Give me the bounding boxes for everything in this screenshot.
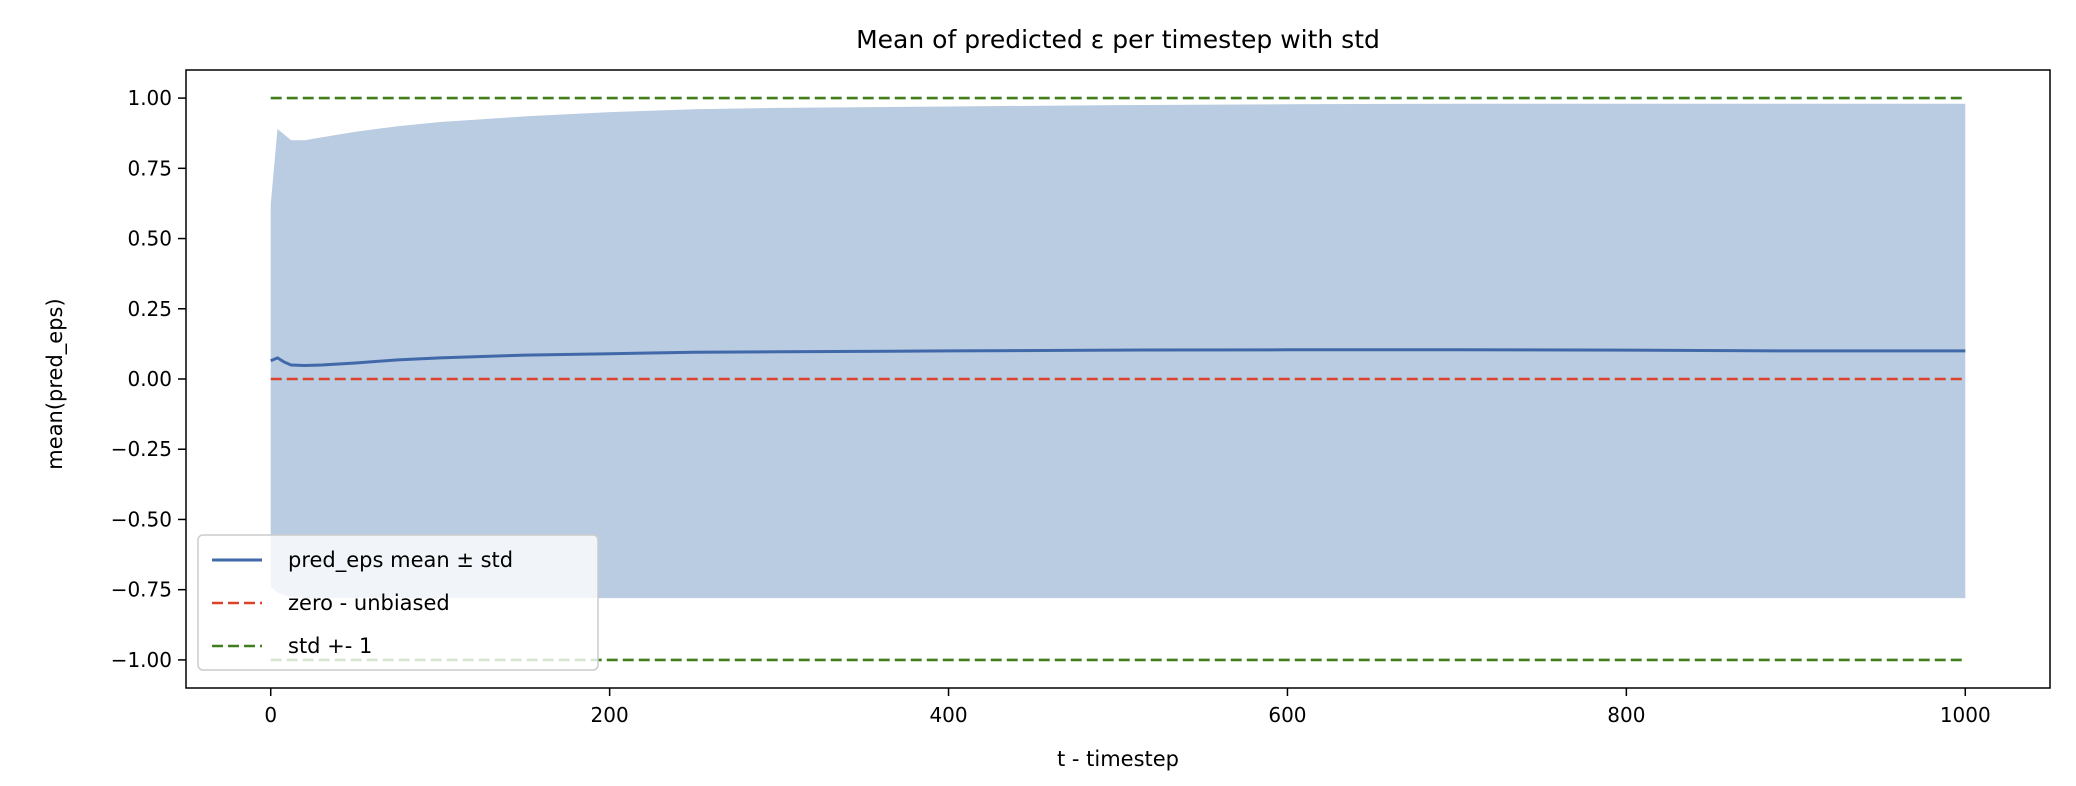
y-axis-label: mean(pred_eps) <box>43 298 68 469</box>
legend-label-mean: pred_eps mean ± std <box>288 548 513 573</box>
y-tick-label: 0.25 <box>127 297 172 321</box>
y-tick-label: 0.75 <box>127 156 172 180</box>
x-tick-label: 200 <box>591 703 629 727</box>
y-tick-label: −1.00 <box>111 648 172 672</box>
x-tick-label: 600 <box>1268 703 1306 727</box>
y-tick-label: −0.25 <box>111 437 172 461</box>
legend: pred_eps mean ± std zero - unbiased std … <box>197 534 599 671</box>
y-tick-label: 0.50 <box>127 227 172 251</box>
y-tick-label: −0.75 <box>111 578 172 602</box>
x-axis-ticks: 0 200 400 600 800 1000 <box>264 688 1991 727</box>
y-tick-label: 0.00 <box>127 367 172 391</box>
x-axis-label: t - timestep <box>1057 747 1179 771</box>
x-tick-label: 400 <box>929 703 967 727</box>
y-tick-label: 1.00 <box>127 86 172 110</box>
x-tick-label: 1000 <box>1940 703 1991 727</box>
chart-title: Mean of predicted ε per timestep with st… <box>856 25 1380 54</box>
x-tick-label: 800 <box>1607 703 1645 727</box>
legend-label-std: std +- 1 <box>288 634 372 658</box>
legend-box <box>197 534 599 671</box>
pred-eps-mean-line <box>270 348 1966 368</box>
x-tick-label: 0 <box>264 703 277 727</box>
y-axis-ticks: 1.00 0.75 0.50 0.25 0.00 −0.25 −0.50 −0.75 −1.00 <box>111 86 186 672</box>
y-tick-label: −0.50 <box>111 507 172 531</box>
legend-label-zero: zero - unbiased <box>288 591 450 615</box>
